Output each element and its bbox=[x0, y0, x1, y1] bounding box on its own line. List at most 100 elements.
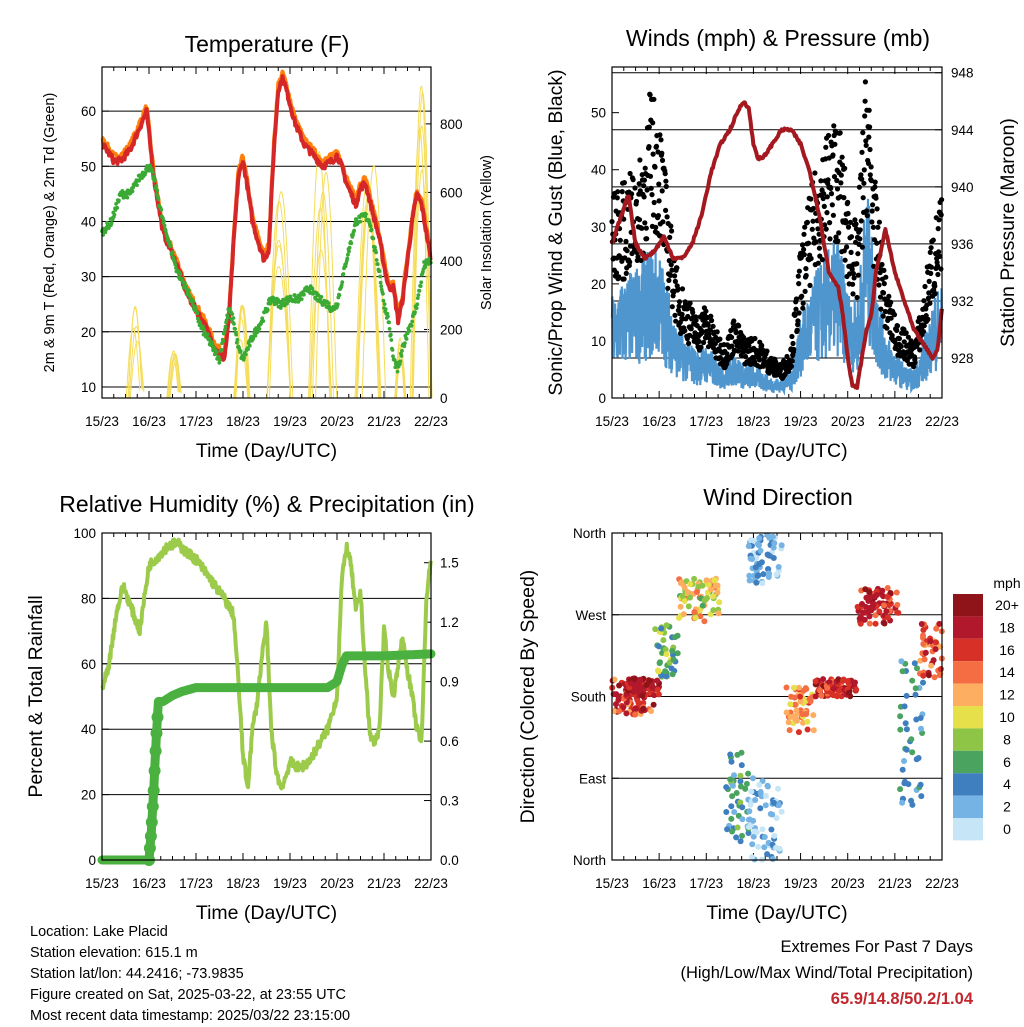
wind-direction-point bbox=[755, 541, 761, 548]
wind-direction-point bbox=[793, 707, 800, 714]
wind-direction-point bbox=[920, 679, 926, 686]
gust-point bbox=[809, 226, 815, 232]
wind-direction-point bbox=[739, 832, 745, 839]
wind-direction-point bbox=[632, 705, 639, 712]
dewpoint-point bbox=[281, 297, 285, 302]
wind-direction-point bbox=[897, 713, 904, 720]
y2-tick-label: 948 bbox=[951, 66, 974, 81]
wind-direction-point bbox=[886, 602, 893, 609]
gust-point bbox=[872, 179, 878, 185]
wind-direction-point bbox=[711, 577, 718, 584]
gust-point bbox=[859, 176, 865, 182]
precipitation-point bbox=[151, 711, 164, 724]
gust-point bbox=[665, 285, 671, 291]
gust-point bbox=[870, 224, 877, 230]
gust-point bbox=[659, 157, 666, 163]
gust-point bbox=[827, 236, 833, 242]
wind-direction-point bbox=[752, 797, 759, 803]
wind-direction-point bbox=[655, 643, 662, 650]
wind-direction-point bbox=[738, 749, 745, 756]
gust-point bbox=[858, 172, 864, 178]
gust-point bbox=[858, 218, 864, 224]
dewpoint-point bbox=[407, 329, 412, 333]
wind-direction-point bbox=[697, 613, 704, 620]
gust-point bbox=[807, 282, 813, 288]
gust-point bbox=[619, 258, 625, 264]
gust-point bbox=[821, 191, 827, 197]
wind-direction-point bbox=[898, 658, 905, 665]
dewpoint-point bbox=[337, 293, 342, 298]
wind-direction-point bbox=[687, 581, 694, 588]
dewpoint-point bbox=[341, 272, 346, 276]
wind-direction-point bbox=[893, 589, 900, 596]
y-tick-label: 100 bbox=[73, 526, 96, 541]
extremes-box: Extremes For Past 7 Days (High/Low/Max W… bbox=[680, 934, 973, 1012]
dewpoint-point bbox=[238, 349, 243, 354]
colorbar-swatch bbox=[953, 795, 983, 818]
gust-point bbox=[637, 157, 643, 163]
wind-direction-point bbox=[920, 641, 927, 647]
colorbar-label: 0 bbox=[1003, 821, 1011, 837]
recent-data-timestamp: Most recent data timestamp: 2025/03/22 2… bbox=[30, 1008, 351, 1024]
dewpoint-point bbox=[153, 177, 157, 182]
wind-direction-point bbox=[920, 672, 927, 679]
wind-direction-point bbox=[710, 593, 716, 600]
wind-direction-point bbox=[790, 713, 797, 720]
gust-point bbox=[917, 347, 923, 353]
x-tick-label: 20/23 bbox=[831, 876, 865, 891]
dewpoint-point bbox=[201, 324, 205, 329]
wind-direction-point bbox=[901, 758, 907, 764]
dewpoint-point bbox=[390, 348, 395, 352]
precipitation-point bbox=[150, 727, 163, 740]
gust-point bbox=[682, 328, 688, 334]
dewpoint-point bbox=[374, 258, 379, 262]
dewpoint-point bbox=[402, 344, 407, 349]
y2-tick-label: 200 bbox=[440, 322, 463, 337]
wind-direction-point bbox=[646, 677, 653, 684]
wind-direction-point bbox=[804, 718, 811, 725]
solar-insolation-line bbox=[128, 325, 144, 399]
wind-direction-point bbox=[834, 693, 841, 700]
x-axis-label: Time (Day/UTC) bbox=[196, 440, 337, 462]
gust-point bbox=[669, 228, 675, 234]
gust-point bbox=[888, 315, 894, 321]
x-tick-label: 17/23 bbox=[179, 876, 213, 891]
gust-point bbox=[679, 311, 685, 317]
wind-direction-point bbox=[829, 690, 836, 697]
wind-direction-point bbox=[634, 697, 641, 704]
wind-direction-point bbox=[846, 689, 852, 696]
x-axis-label: Time (Day/UTC) bbox=[706, 440, 847, 462]
gust-point bbox=[653, 143, 660, 149]
gust-point bbox=[864, 208, 870, 214]
dewpoint-point bbox=[219, 348, 224, 352]
dewpoint-point bbox=[368, 224, 373, 229]
gust-point bbox=[791, 346, 797, 352]
x-tick-label: 16/23 bbox=[132, 876, 166, 891]
gust-point bbox=[804, 219, 811, 225]
gust-point bbox=[912, 359, 918, 366]
dewpoint-point bbox=[423, 265, 428, 269]
gust-point bbox=[799, 242, 806, 248]
dewpoint-point bbox=[382, 302, 387, 306]
gust-point bbox=[646, 124, 652, 130]
wind-direction-point bbox=[662, 668, 669, 675]
gust-point bbox=[901, 339, 907, 345]
dewpoint-point bbox=[310, 286, 315, 291]
y-tick-label: 30 bbox=[81, 270, 96, 285]
gust-point bbox=[860, 130, 866, 136]
dewpoint-point bbox=[335, 302, 340, 307]
plot-border bbox=[611, 66, 943, 399]
gust-point bbox=[794, 327, 800, 333]
gust-point bbox=[800, 300, 806, 306]
gust-point bbox=[825, 132, 832, 139]
wind-direction-point bbox=[669, 671, 676, 678]
gust-point bbox=[937, 253, 943, 259]
dewpoint-point bbox=[378, 280, 383, 285]
gust-point bbox=[829, 202, 835, 208]
gust-point bbox=[650, 120, 656, 126]
colorbar-label: 18 bbox=[999, 619, 1015, 635]
dewpoint-point bbox=[415, 296, 420, 300]
gust-point bbox=[868, 164, 874, 170]
gust-point bbox=[703, 308, 709, 314]
wind-direction-point bbox=[669, 648, 676, 654]
